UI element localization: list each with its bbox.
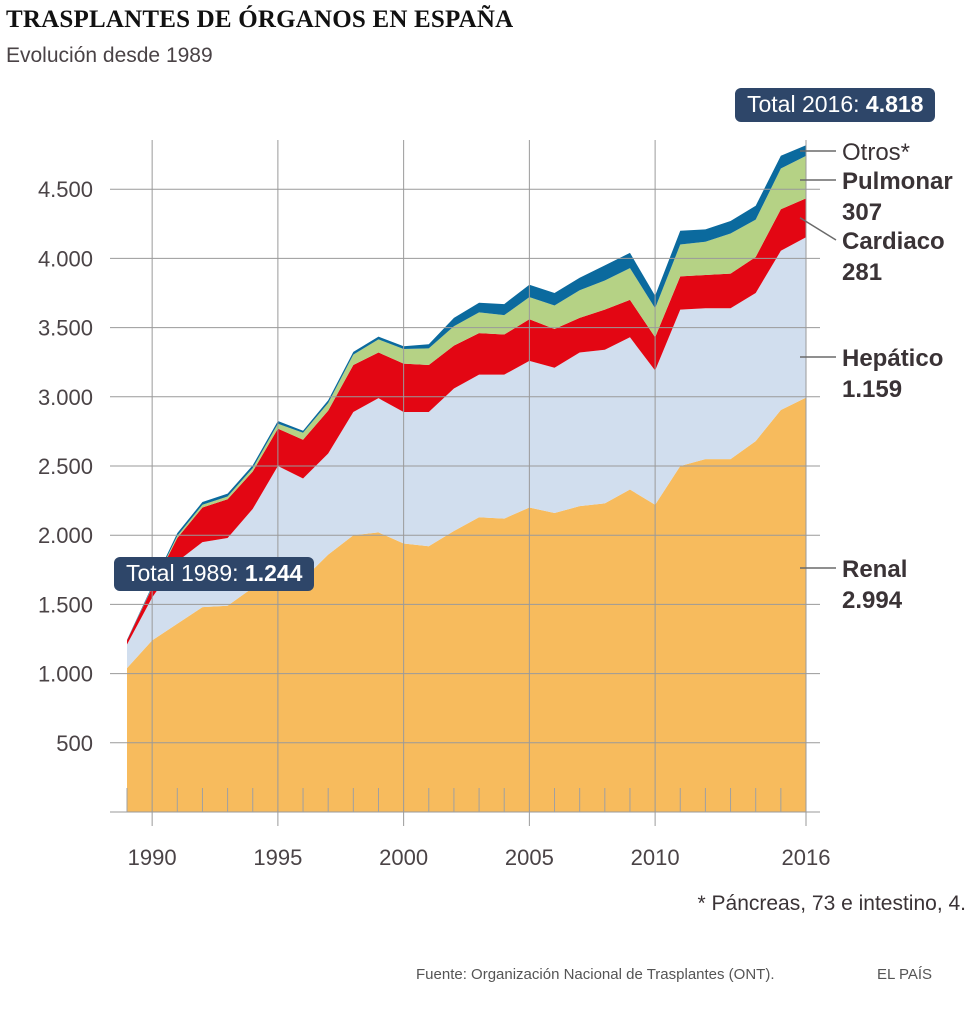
total-1989-label: Total 1989: xyxy=(126,560,245,586)
y-tick-label: 3.000 xyxy=(38,385,93,410)
brand-logo: EL PAÍS xyxy=(877,966,933,983)
end-label-value: 2.994 xyxy=(842,587,903,614)
x-tick-label: 2005 xyxy=(505,845,554,870)
y-tick-label: 1.500 xyxy=(38,592,93,617)
end-label-value: 1.159 xyxy=(842,376,902,403)
end-label-name: Pulmonar xyxy=(842,168,953,195)
x-tick-label: 2016 xyxy=(782,845,831,870)
chart-title: TRASPLANTES DE ÓRGANOS EN ESPAÑA xyxy=(6,6,514,33)
footnote: * Páncreas, 73 e intestino, 4. xyxy=(697,892,967,915)
end-label-value: 281 xyxy=(842,259,882,286)
end-label-name: Cardiaco xyxy=(842,228,945,255)
area-otros xyxy=(127,145,806,641)
x-tick-label: 2010 xyxy=(631,845,680,870)
y-tick-label: 4.500 xyxy=(38,177,93,202)
total-1989-badge: Total 1989: 1.244 xyxy=(114,557,315,591)
total-2016-badge: Total 2016: 4.818 xyxy=(735,88,936,122)
y-tick-label: 2.000 xyxy=(38,523,93,548)
end-label-name: Otros* xyxy=(842,139,910,166)
leader-line xyxy=(799,217,837,241)
x-tick-label: 1990 xyxy=(128,845,177,870)
end-label-value: 307 xyxy=(842,199,882,226)
total-2016-label: Total 2016: xyxy=(747,91,866,117)
chart-subtitle: Evolución desde 1989 xyxy=(6,44,213,67)
x-tick-label: 2000 xyxy=(379,845,428,870)
y-tick-label: 500 xyxy=(56,731,93,756)
y-tick-label: 2.500 xyxy=(38,454,93,479)
total-2016-value: 4.818 xyxy=(865,91,924,117)
y-tick-label: 4.000 xyxy=(38,246,93,271)
y-tick-label: 3.500 xyxy=(38,316,93,341)
total-1989-value: 1.244 xyxy=(244,560,303,586)
end-label-name: Hepático xyxy=(842,345,943,372)
y-tick-label: 1.000 xyxy=(38,662,93,687)
source-text: Fuente: Organización Nacional de Traspla… xyxy=(416,966,775,983)
area-cardiaco xyxy=(127,198,806,645)
x-tick-label: 1995 xyxy=(253,845,302,870)
end-label-name: Renal xyxy=(842,556,907,583)
